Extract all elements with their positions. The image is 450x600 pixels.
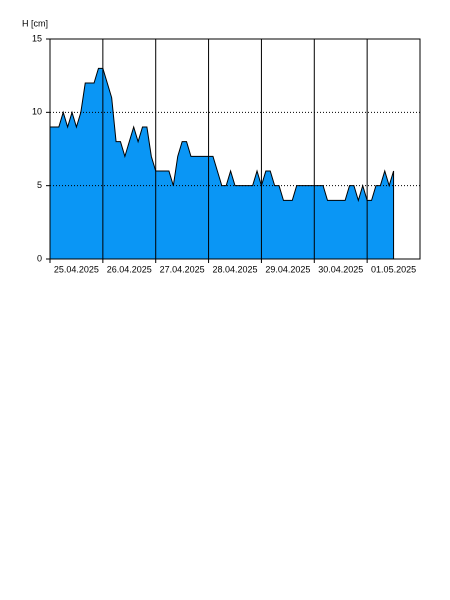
plot-frame xyxy=(49,38,421,260)
area xyxy=(49,67,395,260)
y-axis-label: H [cm] xyxy=(22,18,48,28)
x-tick-label: 26.04.2025 xyxy=(107,264,152,274)
x-tick-label: 25.04.2025 xyxy=(54,264,99,274)
x-tick-label: 01.05.2025 xyxy=(371,264,416,274)
x-tick-label: 29.04.2025 xyxy=(265,264,310,274)
y-tick-label: 0 xyxy=(37,253,42,263)
x-tick-label: 30.04.2025 xyxy=(318,264,363,274)
x-tick-label: 27.04.2025 xyxy=(160,264,205,274)
y-tick-label: 10 xyxy=(32,107,42,117)
x-tick-label: 28.04.2025 xyxy=(212,264,257,274)
y-tick-label: 5 xyxy=(37,180,42,190)
y-tick-label: 15 xyxy=(32,33,42,43)
